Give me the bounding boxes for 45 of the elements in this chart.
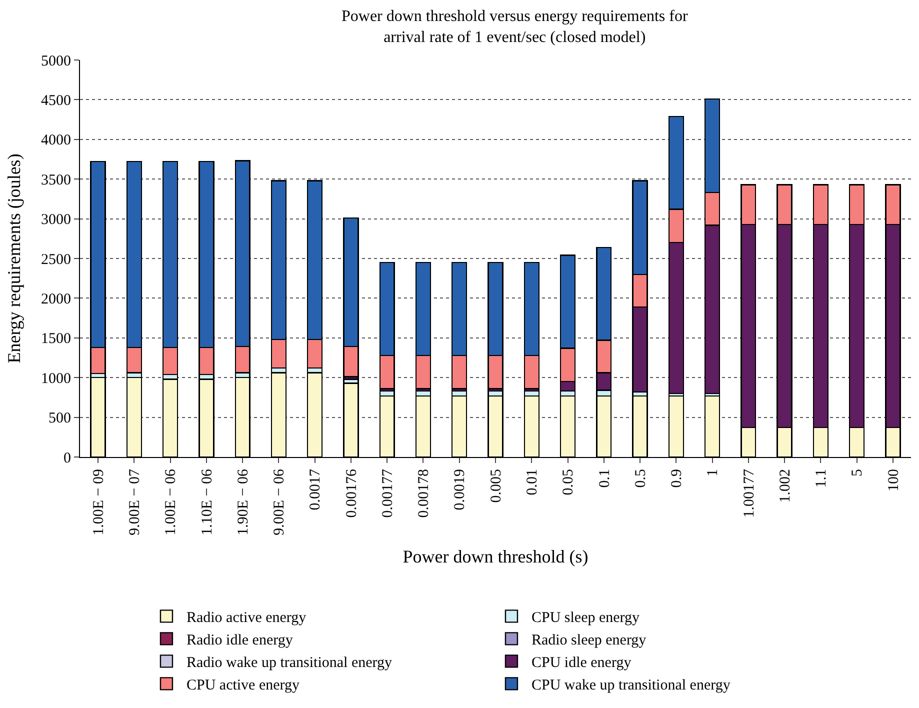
y-tick-label: 4000 [41,132,71,149]
x-tick-label: 0.5 [632,469,649,488]
x-tick-label: 0.05 [560,469,577,496]
y-tick-label: 3500 [41,172,71,188]
x-tick-label: 0.00177 [380,468,396,518]
legend-label: CPU idle energy [531,655,632,672]
y-tick-label: 500 [48,410,71,427]
chart-title: Power down threshold versus energy requirements for arrival rate of 1 event/sec (closed model) [341,8,688,46]
x-tick-label: 0.00178 [416,469,432,518]
x-tick-label: 1.00E − 06 [163,468,180,536]
x-tick-label: 1.90E − 06 [235,468,252,536]
x-axis-title: Power down threshold (s) [402,546,588,566]
x-tick-label: 100 [886,469,902,492]
x-tick-label: 0.00176 [344,468,360,518]
y-tick-label: 3000 [41,212,71,228]
x-tick-label: 9.00E − 06 [272,468,288,536]
x-tick-label: 5 [850,469,866,476]
x-tick-label: 0.0019 [452,469,468,510]
legend-label: CPU wake up transitional energy [531,678,731,694]
x-tick-label: 1.00177 [741,468,758,518]
y-tick-label: 2000 [41,291,71,308]
x-tick-label: 1 [705,469,722,476]
x-tick-label: 0.005 [488,469,504,503]
x-tick-label: 0.0017 [308,468,324,510]
x-tick-label: 0.01 [524,469,541,496]
x-tick-label: 0.1 [596,469,613,488]
legend-label: Radio idle energy [186,632,294,649]
x-tick-label: 1.10E − 06 [199,468,216,536]
legend-label: CPU sleep energy [531,610,640,626]
x-tick-label: 9.00E − 07 [127,468,144,536]
y-tick-label: 4500 [41,92,71,109]
x-tick-label: 1.002 [777,469,794,503]
legend-label: Radio sleep energy [531,632,647,649]
y-tick-label: 0 [64,450,71,466]
y-tick-label: 2500 [41,252,71,268]
x-tick-label: 1.00E − 09 [90,469,107,536]
legend-label: Radio active energy [186,610,307,626]
y-axis-title: Energy requirements (joules) [4,154,24,364]
x-tick-label: 1.1 [814,469,830,488]
y-tick-label: 1000 [41,370,71,387]
legend-label: Radio wake up transitional energy [186,655,392,672]
y-tick-label: 5000 [41,53,71,70]
y-tick-label: 1500 [41,331,71,348]
x-tick-label: 0.9 [669,469,686,488]
legend-label: CPU active energy [186,678,300,694]
